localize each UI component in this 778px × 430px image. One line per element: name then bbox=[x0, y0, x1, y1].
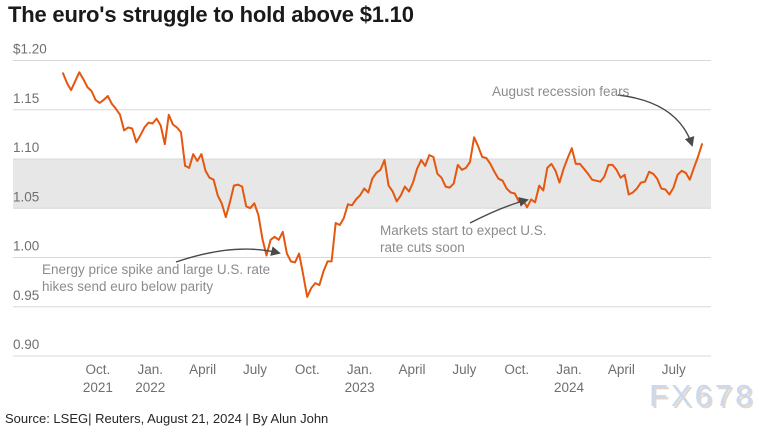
source-attribution: Source: LSEG| Reuters, August 21, 2024 |… bbox=[5, 411, 329, 426]
x-axis-label: April bbox=[398, 362, 425, 377]
annotation-rate-cut-expectations: Markets start to expect U.S. rate cuts s… bbox=[380, 223, 547, 255]
x-axis-year-label: 2022 bbox=[135, 380, 165, 395]
highlight-band bbox=[13, 159, 711, 209]
x-axis-label: April bbox=[189, 362, 216, 377]
x-axis-label: Oct. bbox=[295, 362, 320, 377]
y-axis-label: 0.90 bbox=[13, 337, 39, 352]
y-axis-label: $1.20 bbox=[13, 42, 47, 57]
highlight-band-group bbox=[13, 159, 711, 209]
fx678-watermark: FX678 bbox=[649, 378, 756, 413]
x-axis-label: Jan. bbox=[137, 362, 163, 377]
page-title: The euro's struggle to hold above $1.10 bbox=[8, 2, 414, 27]
y-axis-label: 1.10 bbox=[13, 140, 39, 155]
x-axis-label: July bbox=[662, 362, 686, 377]
y-axis-label: 1.00 bbox=[13, 239, 39, 254]
x-axis-year-label: 2021 bbox=[83, 380, 113, 395]
y-axis-label: 0.95 bbox=[13, 288, 39, 303]
y-axis-labels: $1.20 1.15 1.10 1.05 1.00 0.95 0.90 bbox=[13, 42, 47, 353]
gridlines-group bbox=[13, 60, 711, 357]
series-group bbox=[62, 71, 703, 298]
x-axis-label: Oct. bbox=[504, 362, 529, 377]
rate-cut-expectations-arrow bbox=[469, 197, 529, 224]
x-axis-label: July bbox=[243, 362, 267, 377]
x-axis-labels: Oct. 2021 Jan. 2022 April July Oct. Jan. 2023 Apr… bbox=[83, 362, 686, 395]
y-axis-label: 1.15 bbox=[13, 91, 39, 106]
x-axis-label: Oct. bbox=[86, 362, 111, 377]
eur-usd-line bbox=[62, 71, 703, 298]
x-axis-year-label: 2024 bbox=[554, 380, 585, 395]
annotation-energy-price-spike: Energy price spike and large U.S. rate h… bbox=[42, 262, 271, 294]
august-recession-fears-arrow bbox=[617, 94, 695, 147]
x-axis-label: Jan. bbox=[347, 362, 373, 377]
annotation-august-recession-fears: August recession fears bbox=[492, 84, 630, 99]
x-axis-label: July bbox=[452, 362, 476, 377]
annotation-arrows bbox=[175, 94, 695, 263]
x-axis-label: Jan. bbox=[556, 362, 582, 377]
x-axis-label: April bbox=[608, 362, 635, 377]
x-axis-year-label: 2023 bbox=[345, 380, 375, 395]
energy-price-spike-arrow bbox=[175, 246, 281, 263]
y-axis-label: 1.05 bbox=[13, 189, 39, 204]
